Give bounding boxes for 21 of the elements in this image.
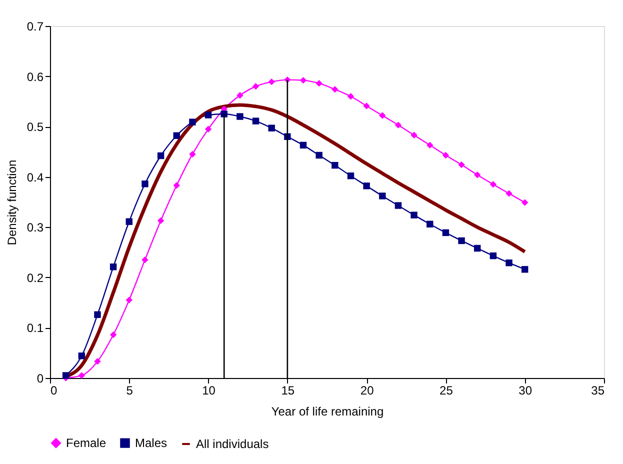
y-tick-label: 0.1	[26, 321, 44, 336]
y-tick-label: 0.6	[26, 70, 44, 84]
x-tick-label: 20	[360, 384, 374, 398]
y-tick-label: 0.2	[26, 270, 44, 285]
y-tick-label: 0.3	[26, 220, 44, 235]
x-tick-label: 10	[202, 384, 216, 398]
y-tick-label: 0	[36, 372, 44, 386]
x-tick-label: 5	[126, 384, 134, 398]
x-tick-label: 15	[281, 384, 295, 398]
y-tick-label: 0.4	[26, 170, 44, 184]
y-axis-title: Density function	[4, 160, 19, 246]
x-tick-label: 35	[591, 384, 605, 398]
x-axis-title: Year of life remaining	[271, 404, 384, 418]
legend-label: Males	[135, 436, 168, 450]
legend-label: Female	[66, 436, 106, 450]
legend-label: All individuals	[196, 437, 269, 451]
x-tick-label: 25	[440, 384, 454, 398]
y-tick-label: 0.7	[26, 20, 44, 34]
x-tick-label: 0	[50, 384, 58, 398]
y-tick-label: 0.5	[26, 120, 44, 134]
x-tick-label: 30	[518, 384, 532, 398]
